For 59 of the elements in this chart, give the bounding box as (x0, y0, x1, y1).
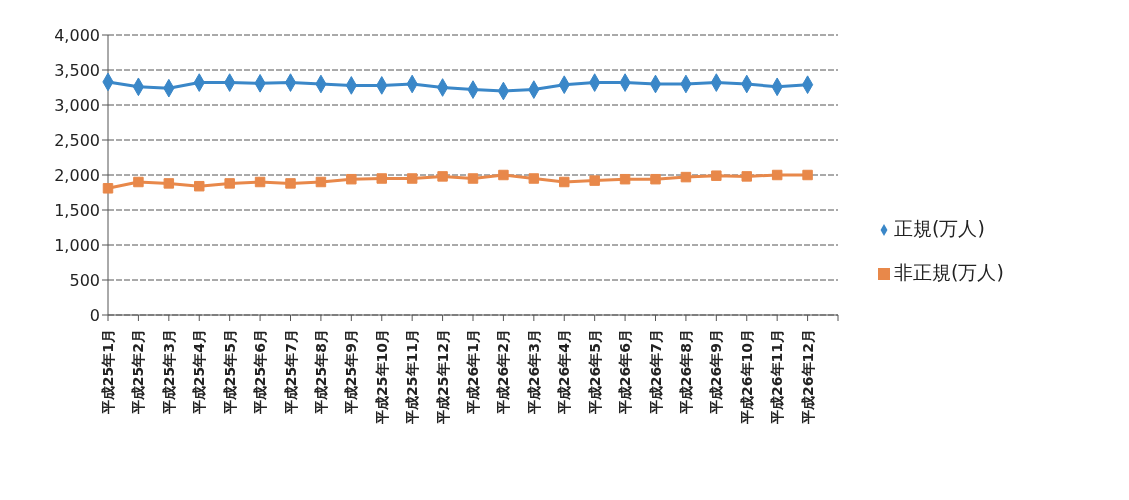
x-tick-label: 平成26年8月 (677, 329, 694, 416)
x-tick-label: 平成26年4月 (556, 329, 573, 416)
point (498, 169, 509, 181)
point (711, 170, 722, 181)
x-tick-label: 平成25年11月 (404, 329, 421, 425)
point (650, 173, 661, 185)
point (741, 171, 752, 182)
x-tick-label: 平成25年1月 (100, 329, 116, 416)
x-tick-label: 平成25年6月 (252, 329, 269, 416)
point (163, 178, 175, 189)
point (254, 176, 266, 188)
legend-label: 正規(万人) (894, 217, 985, 239)
point (376, 173, 387, 184)
x-tick-label: 平成26年5月 (586, 329, 603, 416)
x-tick-label: 平成25年5月 (221, 329, 238, 416)
point (102, 183, 114, 194)
x-tick-label: 平成25年12月 (434, 329, 451, 425)
point (528, 173, 540, 184)
y-tick-label: 4,000 (54, 25, 100, 45)
point (406, 173, 418, 184)
x-tick-label: 平成26年12月 (799, 329, 816, 425)
point (559, 176, 570, 188)
point (133, 176, 144, 188)
y-tick-label: 0 (89, 305, 100, 325)
point (194, 180, 205, 192)
point (346, 173, 357, 185)
point (285, 178, 296, 189)
x-tick-label: 平成26年7月 (647, 329, 664, 416)
x-tick-label: 平成26年9月 (708, 329, 725, 416)
point (589, 175, 600, 186)
x-tick-label: 平成25年10月 (373, 329, 390, 425)
x-tick-label: 平成25年7月 (282, 329, 299, 416)
x-tick-label: 平成26年10月 (738, 329, 755, 425)
x-tick-label: 平成26年6月 (617, 329, 634, 416)
y-tick-label: 1,000 (54, 235, 100, 255)
y-tick-label: 2,500 (54, 130, 100, 150)
y-tick-label: 3,000 (54, 95, 100, 115)
point (437, 171, 448, 182)
point (802, 169, 813, 181)
x-tick-label: 平成26年11月 (769, 329, 786, 425)
x-tick-label: 平成25年2月 (130, 329, 147, 416)
point (224, 178, 235, 189)
point (680, 171, 692, 183)
x-tick-label: 平成26年3月 (525, 329, 542, 416)
point (619, 173, 631, 185)
point (467, 173, 479, 184)
point (771, 169, 783, 181)
y-tick-label: 1,500 (54, 200, 100, 220)
x-tick-label: 平成26年2月 (495, 329, 512, 416)
y-tick-label: 2,000 (54, 165, 100, 185)
y-tick-label: 3,500 (54, 60, 100, 80)
x-tick-label: 平成25年4月 (191, 329, 208, 416)
x-tick-label: 平成26年1月 (465, 329, 481, 416)
x-tick-label: 平成25年8月 (312, 329, 329, 416)
x-tick-label: 平成25年3月 (160, 329, 177, 416)
x-tick-label: 平成25年9月 (343, 329, 360, 416)
y-tick-label: 500 (69, 270, 100, 290)
legend-label: 非正規(万人) (894, 261, 1004, 283)
point (315, 176, 327, 188)
